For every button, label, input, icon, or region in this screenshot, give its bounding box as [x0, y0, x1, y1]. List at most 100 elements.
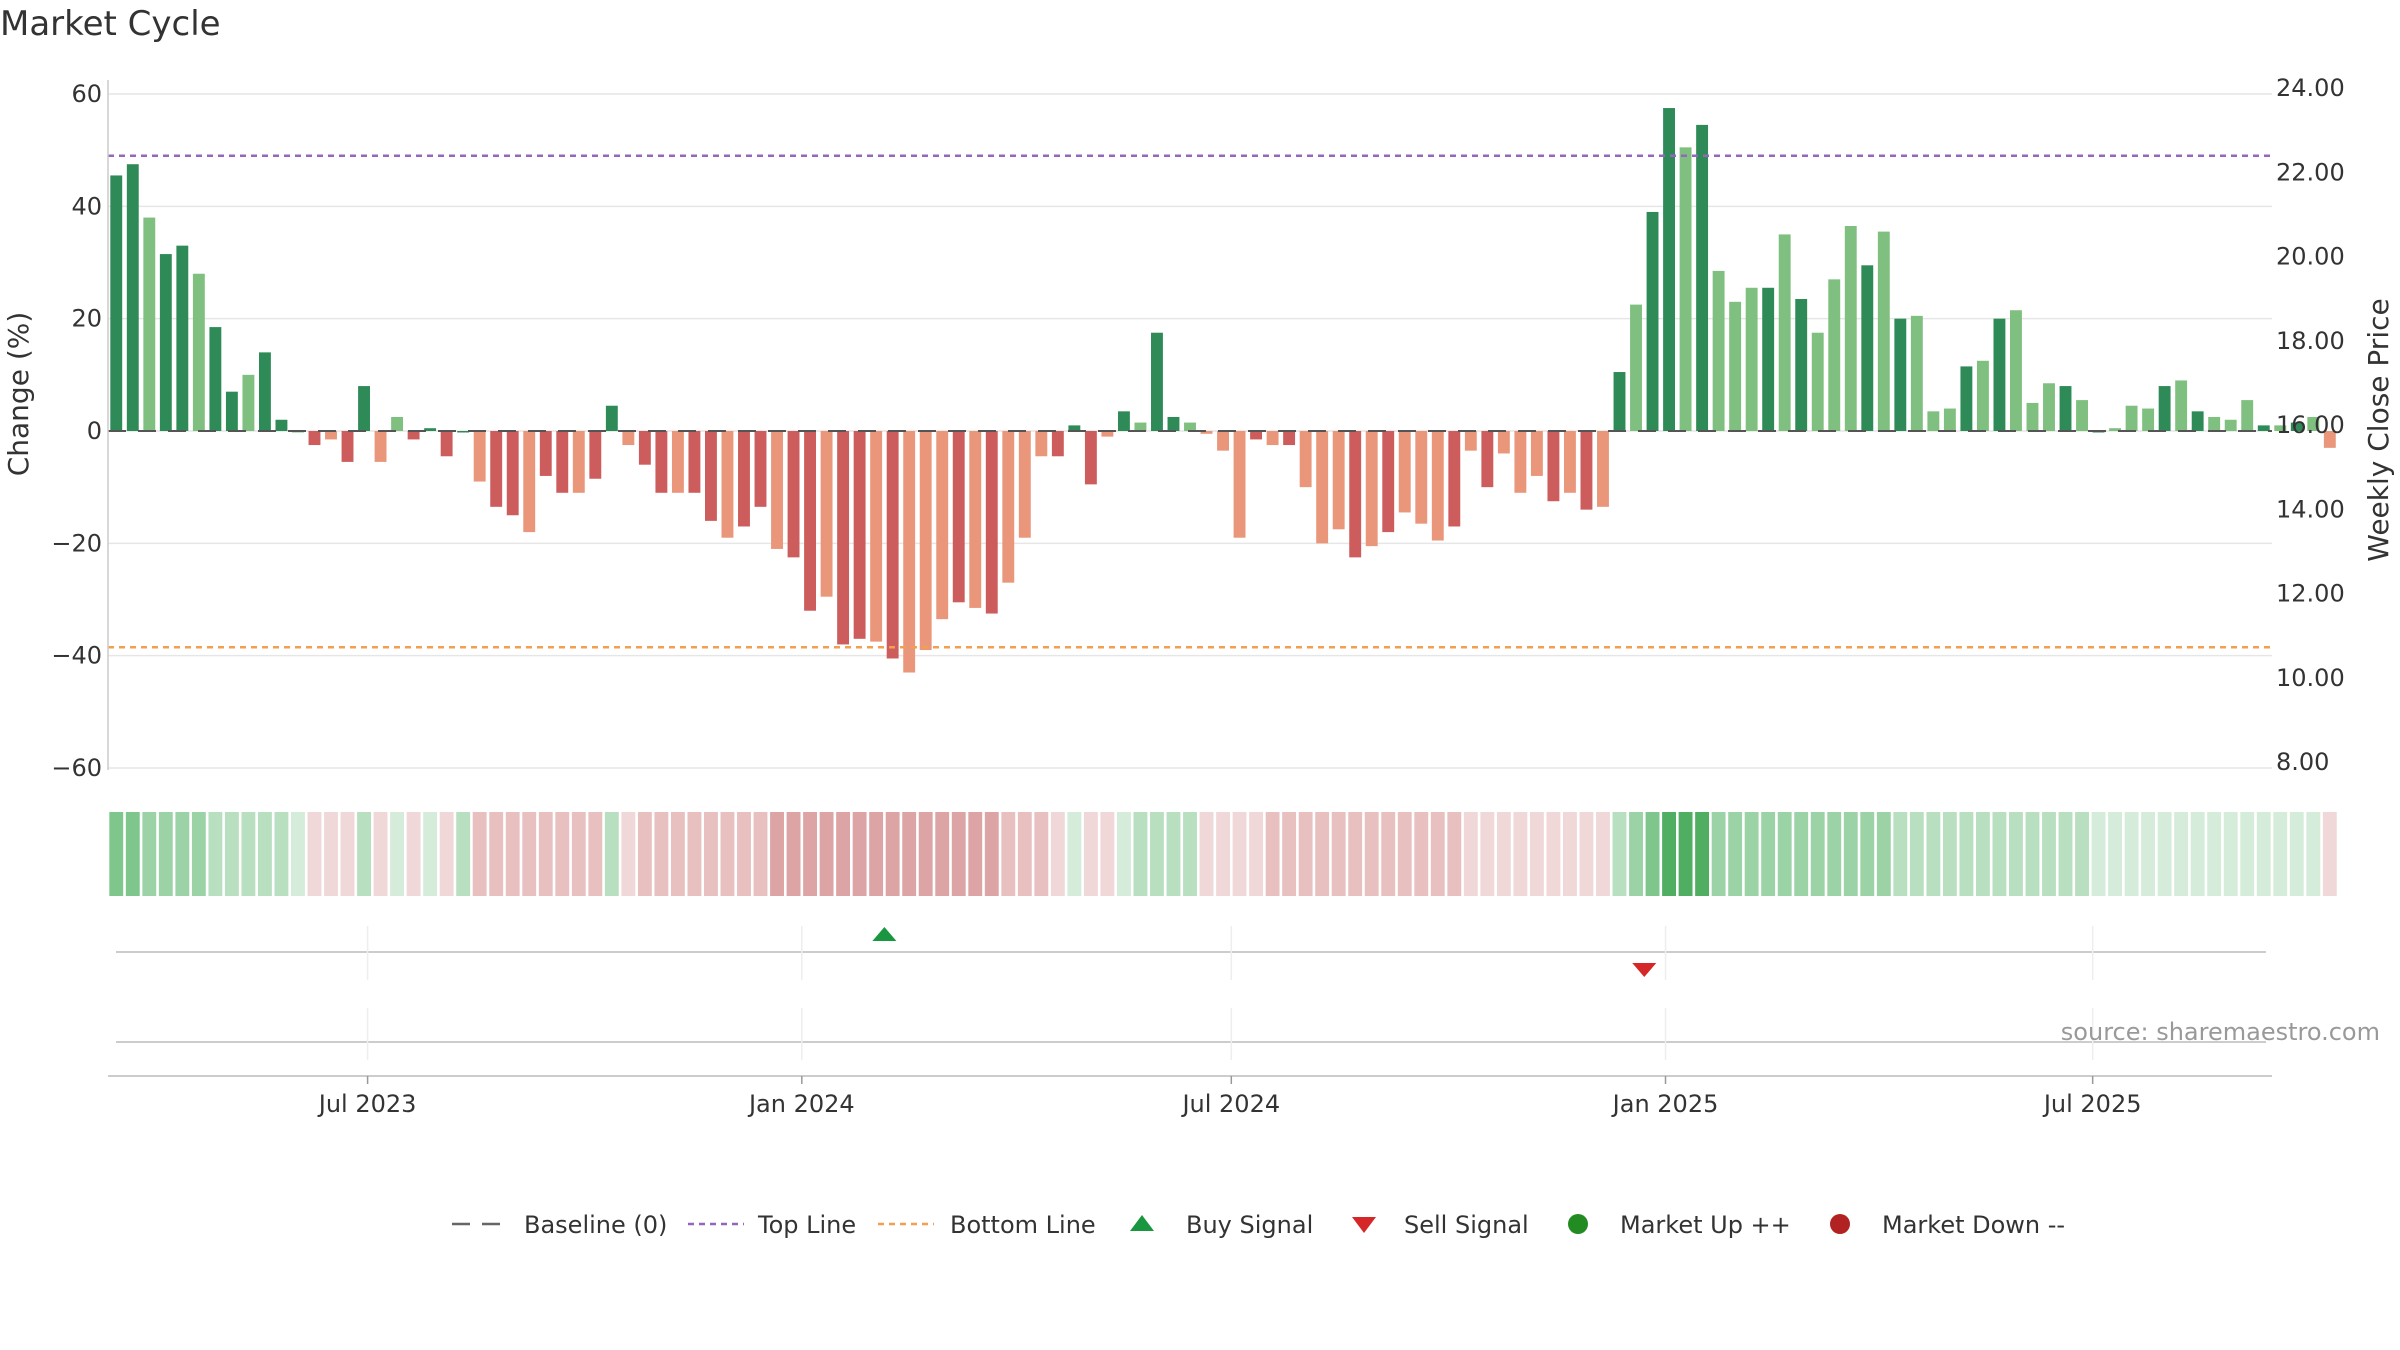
- cycle-strip-cell: [2322, 812, 2337, 896]
- change-bar: [1696, 124, 1709, 432]
- change-bar: [1365, 431, 1378, 547]
- cycle-strip-cell: [1150, 812, 1164, 896]
- cycle-strip-cell: [935, 812, 950, 896]
- change-bar: [704, 431, 717, 521]
- y-left-tick-label: 20: [71, 305, 102, 333]
- change-bar: [490, 431, 503, 507]
- cycle-strip-cell: [472, 812, 487, 896]
- change-bar: [1877, 231, 1890, 431]
- y-right-tick-label: 20.00: [2276, 243, 2345, 271]
- change-bar: [2059, 386, 2072, 431]
- change-bar: [2076, 400, 2088, 431]
- cycle-strip-cell: [1909, 812, 1924, 896]
- change-bar: [1679, 147, 1692, 431]
- change-bar: [1266, 431, 1279, 446]
- change-bar: [1035, 431, 1048, 457]
- cycle-strip-cell: [1695, 812, 1710, 896]
- change-bar: [787, 431, 800, 558]
- cycle-strip-cell: [1662, 812, 1676, 896]
- change-bar: [1018, 431, 1031, 538]
- change-bar: [1613, 372, 1626, 431]
- cycle-strip-cell: [1959, 812, 1974, 896]
- cycle-strip-cell: [257, 812, 272, 896]
- change-bar: [985, 431, 998, 614]
- change-bar: [159, 254, 172, 431]
- legend-label: Sell Signal: [1404, 1211, 1529, 1239]
- cycle-strip-cell: [984, 812, 999, 896]
- change-bar: [1745, 287, 1758, 431]
- cycle-strip-cell: [2124, 812, 2139, 896]
- change-bar: [721, 431, 734, 538]
- change-bar: [1415, 431, 1428, 524]
- change-bar: [688, 431, 701, 493]
- y-right-tick-label: 16.00: [2276, 411, 2345, 439]
- change-bar: [820, 431, 833, 597]
- y-right-tick-label: 14.00: [2276, 495, 2345, 523]
- y-right-tick-label: 8.00: [2276, 748, 2329, 776]
- cycle-strip-cell: [1975, 812, 1990, 896]
- change-bar: [1844, 225, 1857, 431]
- cycle-strip-cell: [208, 812, 223, 896]
- x-tick-label: Jul 2023: [317, 1090, 417, 1118]
- change-bar: [143, 217, 156, 431]
- cycle-strip-cell: [803, 812, 817, 896]
- change-bar: [2208, 416, 2221, 431]
- change-bar: [1332, 431, 1345, 530]
- change-bar: [2274, 425, 2287, 431]
- y-left-tick-label: −60: [51, 754, 102, 782]
- cycle-strip-cell: [1232, 812, 1247, 896]
- change-bar: [1382, 431, 1395, 533]
- change-bar: [1811, 332, 1824, 431]
- change-bar: [358, 386, 370, 431]
- change-bar: [192, 273, 205, 431]
- change-bar: [903, 431, 916, 673]
- cycle-strip-cell: [1480, 812, 1495, 896]
- cycle-strip-cell: [687, 812, 702, 896]
- cycle-strip-cell: [456, 812, 471, 896]
- cycle-strip-cell: [1744, 812, 1759, 896]
- cycle-strip-cell: [720, 812, 735, 896]
- cycle-strip-cell: [621, 812, 636, 896]
- cycle-strip-cell: [538, 812, 553, 896]
- change-bar: [1002, 431, 1015, 583]
- cycle-strip-cell: [2273, 812, 2288, 896]
- cycle-strip-cell: [1381, 812, 1396, 896]
- cycle-strip-cell: [1843, 812, 1858, 896]
- cycle-strip-cell: [1199, 812, 1214, 896]
- legend-label: Bottom Line: [950, 1211, 1096, 1239]
- cycle-strip-cell: [191, 812, 206, 896]
- cycle-strip-cell: [2223, 812, 2238, 896]
- cycle-strip-cell: [1612, 812, 1627, 896]
- cycle-strip-cell: [489, 812, 504, 896]
- change-bar: [473, 431, 486, 482]
- x-tick-label: Jul 2024: [1180, 1090, 1280, 1118]
- change-bar: [1630, 304, 1642, 431]
- change-bar: [1778, 234, 1791, 431]
- change-bar: [1795, 299, 1808, 431]
- change-bar: [2026, 402, 2039, 431]
- cycle-strip-cell: [968, 812, 983, 896]
- cycle-strip-cell: [571, 812, 586, 896]
- cycle-strip-cell: [951, 812, 966, 896]
- change-bar: [539, 431, 552, 476]
- change-bar: [1927, 411, 1940, 431]
- change-bar: [1943, 408, 1956, 431]
- change-bar: [1151, 332, 1163, 431]
- change-bar: [1431, 431, 1444, 541]
- cycle-strip-cell: [2058, 812, 2073, 896]
- change-bar: [2257, 425, 2270, 431]
- cycle-strip-cell: [158, 812, 173, 896]
- cycle-strip-cell: [1331, 812, 1346, 896]
- change-bar: [407, 431, 420, 440]
- change-bar: [952, 431, 965, 603]
- cycle-strip-cell: [2240, 812, 2255, 896]
- change-bar: [1349, 431, 1362, 558]
- cycle-strip-cell: [1463, 812, 1478, 896]
- axes: 60 40 20 0 −20 −40 −60 24.00 22.00 20.00 18.00 16.0…: [51, 74, 2344, 782]
- change-bar: [1993, 318, 2006, 431]
- cycle-strip-cell: [2306, 812, 2321, 896]
- cycle-strip-cell: [852, 812, 867, 896]
- x-tick-label: Jul 2025: [2042, 1090, 2142, 1118]
- cycle-strip-cell: [340, 812, 355, 896]
- change-bar: [936, 431, 949, 620]
